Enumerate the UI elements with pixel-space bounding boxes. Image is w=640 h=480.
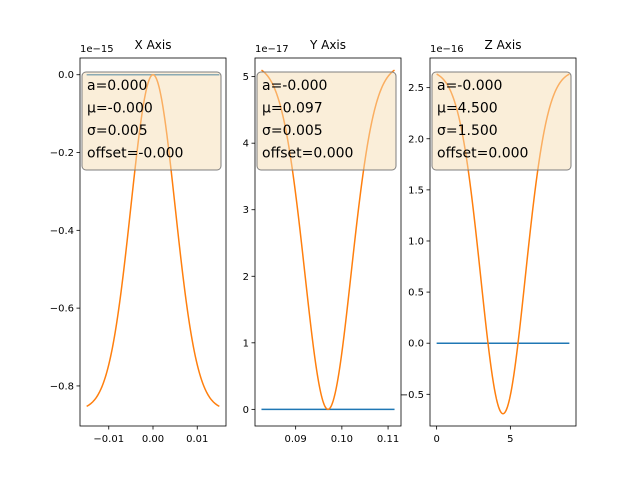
y-tick-label: 4 <box>243 139 249 150</box>
y-tick-label: 3 <box>243 205 249 216</box>
y-tick-label: −0.4 <box>50 226 74 237</box>
y-offset-label: 1e−16 <box>430 44 464 55</box>
axes-frame <box>429 57 577 427</box>
y-tick-label: 1.0 <box>408 236 424 247</box>
stats-line: a=0.000 <box>87 78 147 94</box>
stats-box <box>431 71 572 171</box>
y-tick-label: 1.5 <box>408 185 424 196</box>
x-tick-label: 0.11 <box>377 434 399 445</box>
y-tick-label: 2 <box>243 272 249 283</box>
y-tick-label: −0.2 <box>50 148 74 159</box>
stats-box <box>256 71 397 171</box>
chart-title: X Axis <box>135 38 172 52</box>
stats-line: offset=-0.000 <box>87 146 183 162</box>
panel-1: −0.01 0.00 0.01 0.0 −0.2 −0.4 −0.6 −0.8 1e−15 X A… <box>50 38 227 445</box>
y-tick-label: 0 <box>243 405 249 416</box>
y-offset-label: 1e−17 <box>255 44 289 55</box>
chart-title: Z Axis <box>485 38 522 52</box>
x-tick-label: −0.01 <box>93 434 124 445</box>
y-tick-label: 2.5 <box>408 83 424 94</box>
x-tick-label: 0.00 <box>142 434 164 445</box>
axes-frame <box>254 57 402 427</box>
stats-line: σ=1.500 <box>437 123 498 139</box>
x-tick-label: 0.01 <box>186 434 208 445</box>
stats-line: offset=0.000 <box>437 146 528 162</box>
y-tick-label: 0.0 <box>408 339 424 350</box>
stats-line: μ=0.097 <box>262 101 323 117</box>
y-tick-label: 0.0 <box>58 70 74 81</box>
y-tick-label: 1 <box>243 338 249 349</box>
stats-line: μ=-0.000 <box>87 101 153 117</box>
stats-line: μ=4.500 <box>437 101 498 117</box>
stats-line: a=-0.000 <box>437 78 502 94</box>
x-tick-label: 0 <box>433 434 439 445</box>
panel-2: 0.09 0.10 0.11 0 1 2 3 4 5 1e−17 Y Axis a=-0.000 μ=0… <box>243 38 402 445</box>
y-tick-label: 5 <box>243 72 249 83</box>
y-tick-label: −0.8 <box>50 381 74 392</box>
y-offset-label: 1e−15 <box>80 44 114 55</box>
y-tick-label: 2.0 <box>408 134 424 145</box>
chart-title: Y Axis <box>309 38 346 52</box>
stats-line: a=-0.000 <box>262 78 327 94</box>
y-tick-label: −0.5 <box>400 390 424 401</box>
x-tick-label: 0.10 <box>331 434 353 445</box>
stats-box <box>81 71 222 171</box>
y-tick-label: −0.6 <box>50 304 74 315</box>
stats-line: σ=0.005 <box>87 123 148 139</box>
panel-3: 0 5 −0.5 0.0 0.5 1.0 1.5 2.0 2.5 1e−16 Z Axis a=-0.… <box>400 38 577 445</box>
x-tick-label: 0.09 <box>285 434 307 445</box>
stats-line: offset=0.000 <box>262 146 353 162</box>
stats-line: σ=0.005 <box>262 123 323 139</box>
y-tick-label: 0.5 <box>408 288 424 299</box>
x-tick-label: 5 <box>507 434 513 445</box>
